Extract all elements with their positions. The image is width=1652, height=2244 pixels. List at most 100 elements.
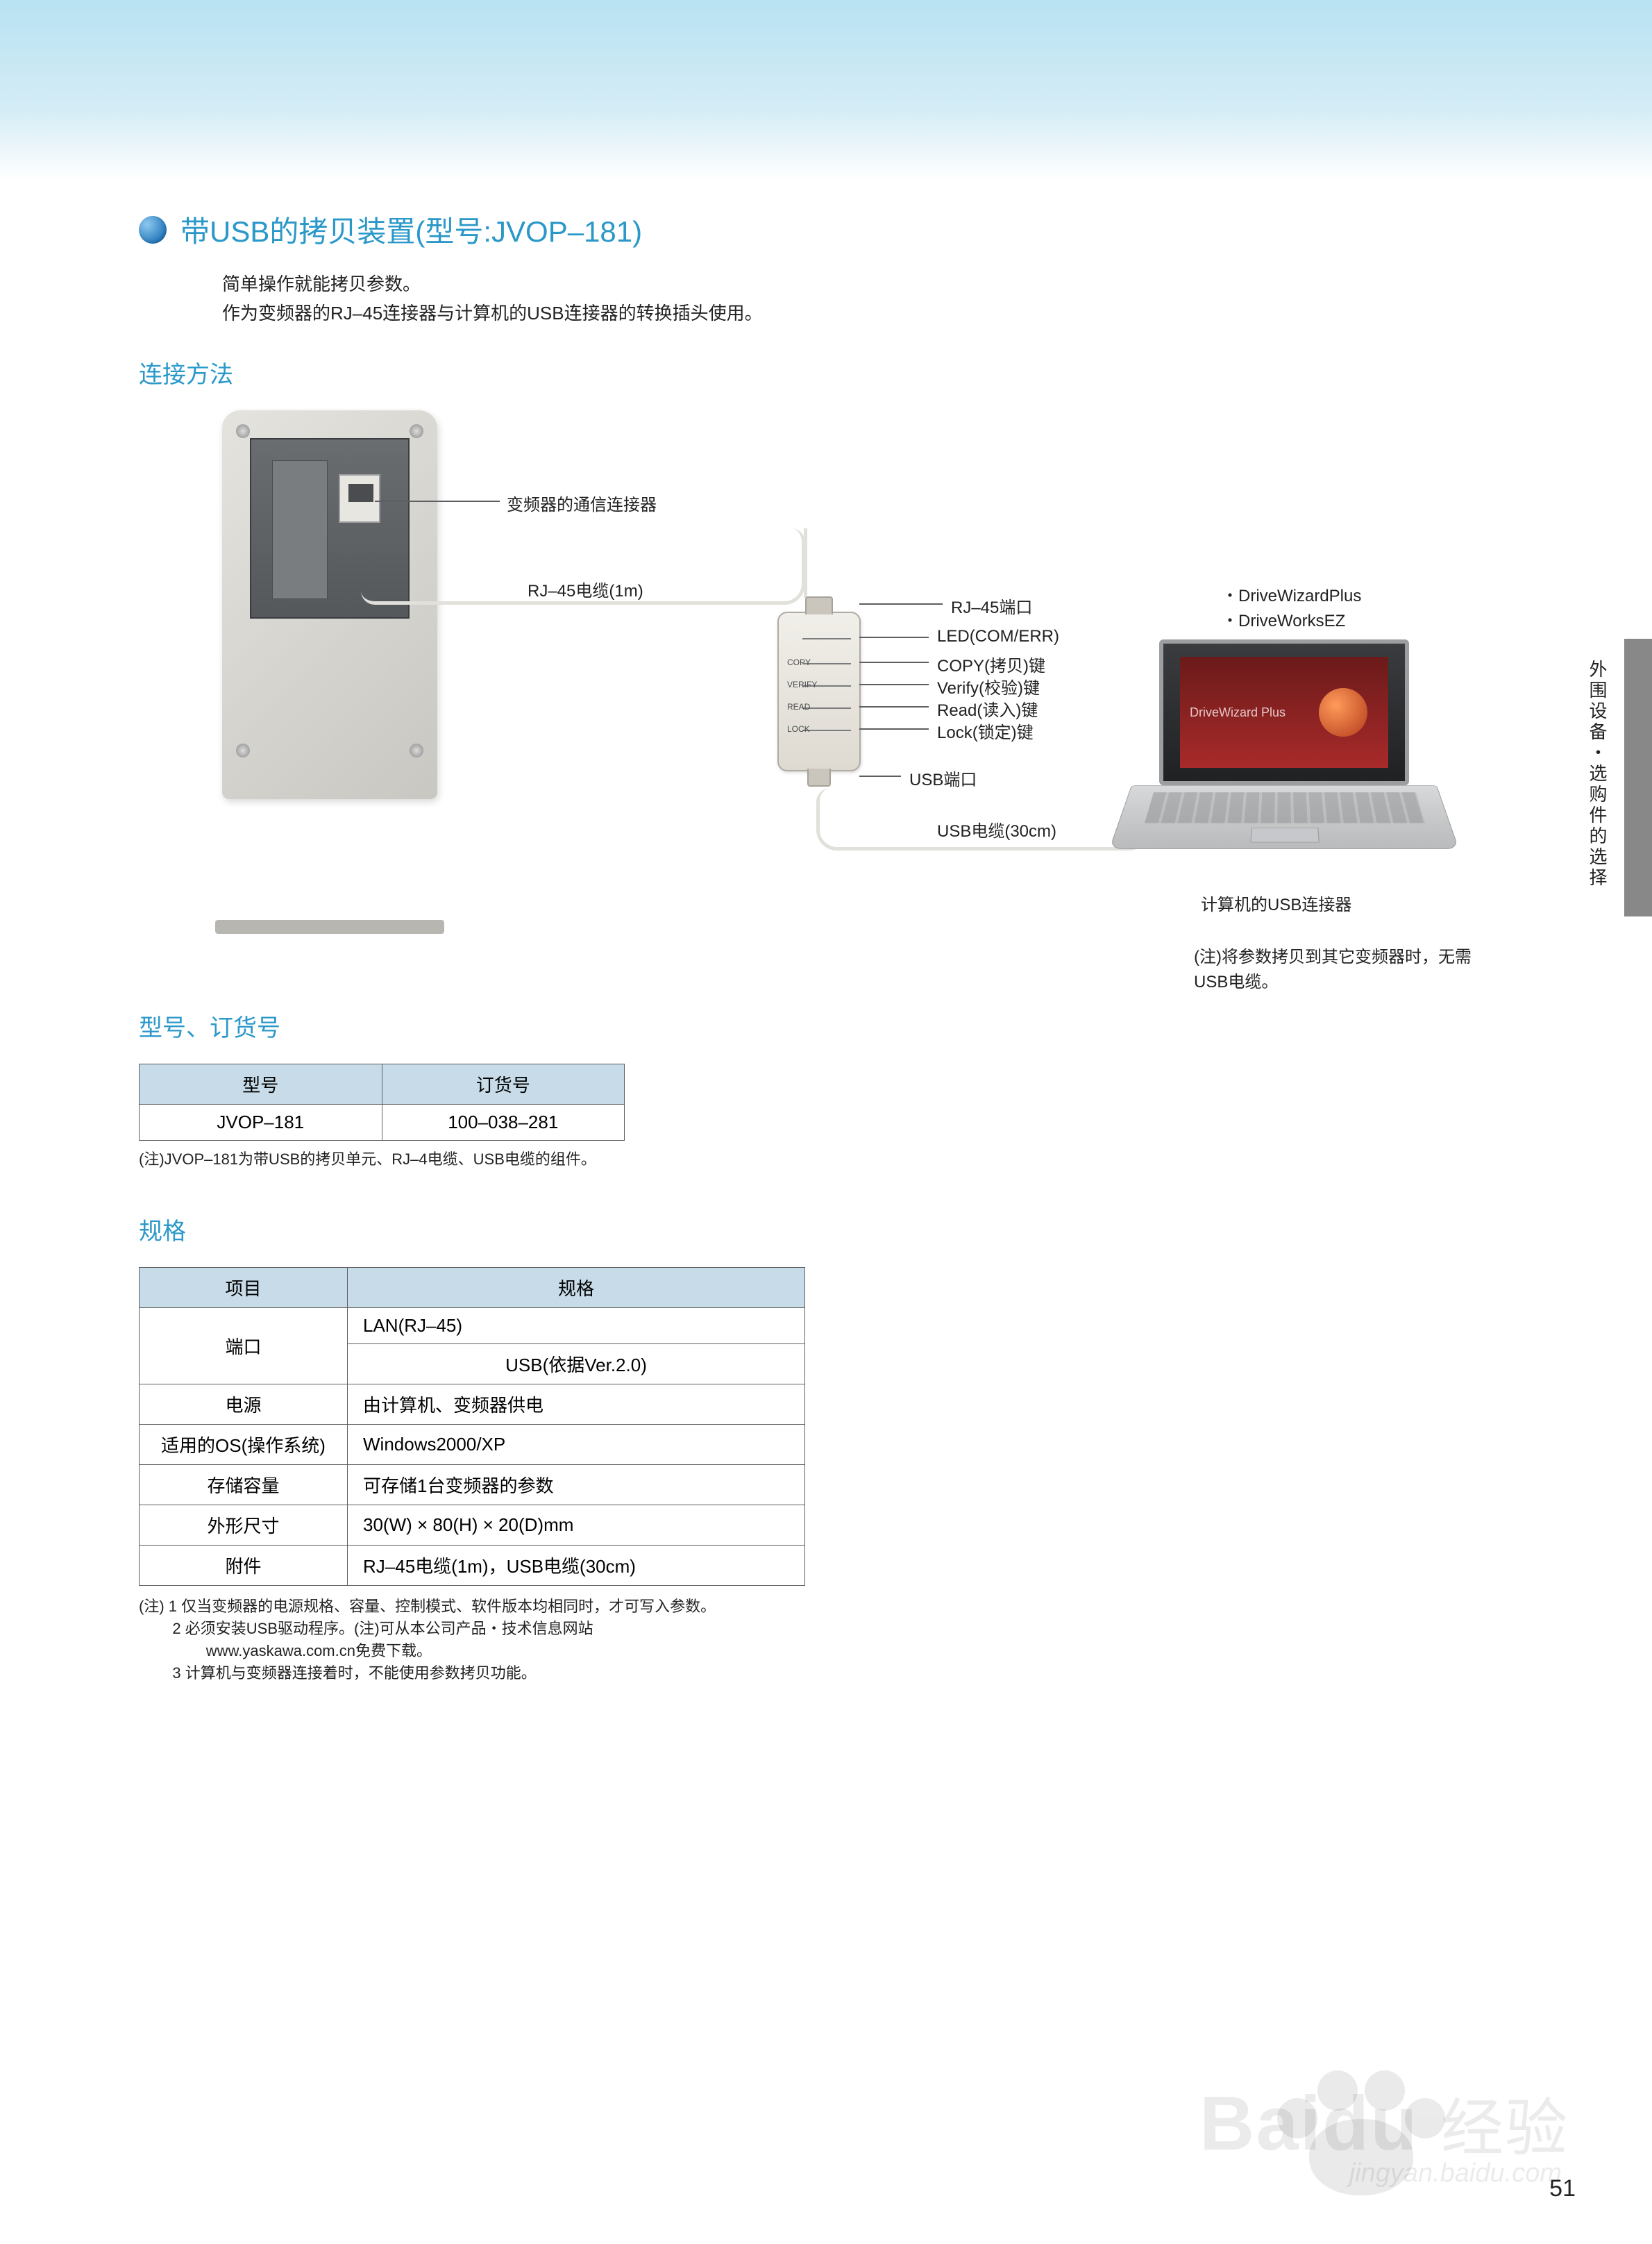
section-connection: 连接方法 <box>139 355 1513 390</box>
bullet-icon <box>139 216 167 244</box>
td-spec: 由计算机、变频器供电 <box>348 1384 805 1425</box>
td-item: 外形尺寸 <box>140 1505 348 1546</box>
td-item: 端口 <box>140 1308 348 1384</box>
label-copy: COPY(拷贝)键 <box>937 652 1045 676</box>
software-list: DriveWizardPlus DriveWorksEZ <box>1222 584 1361 634</box>
td-spec: 可存储1台变频器的参数 <box>348 1465 805 1505</box>
inverter-drive: H1000 <box>222 410 437 799</box>
section-model: 型号、订货号 <box>139 1009 1513 1043</box>
label-read: Read(读入)键 <box>937 696 1038 721</box>
th-order: 订货号 <box>382 1064 625 1105</box>
lead-line <box>859 603 943 605</box>
note-line: 3 计算机与变频器连接着时，不能使用参数拷贝功能。 <box>139 1662 1513 1684</box>
model-order-table: 型号 订货号 JVOP–181 100–038–281 <box>139 1064 625 1141</box>
side-tab-text: 外围设备・选购件的选择 <box>1585 660 1610 889</box>
keys <box>1145 792 1425 823</box>
laptop-keyboard <box>1109 785 1459 849</box>
note-right: (注)将参数拷贝到其它变频器时，无需USB电缆。 <box>1194 945 1472 995</box>
table-row: 端口 LAN(RJ–45) <box>140 1308 805 1344</box>
label-pc-usb: 计算机的USB连接器 <box>1201 891 1351 915</box>
td-item: 电源 <box>140 1384 348 1425</box>
table-row: 存储容量 可存储1台变频器的参数 <box>140 1465 805 1505</box>
lead-line <box>859 776 901 777</box>
cable-seg <box>804 528 807 598</box>
lead-line <box>859 662 929 663</box>
watermark-main: Baidu <box>1199 2081 1419 2166</box>
table-row: 电源 由计算机、变频器供电 <box>140 1384 805 1425</box>
screen-orb-icon <box>1319 688 1367 737</box>
adapter-rj45-jack <box>805 596 833 614</box>
lead-line <box>859 728 929 730</box>
screw-icon <box>236 424 250 438</box>
table-row: JVOP–181 100–038–281 <box>140 1105 625 1141</box>
adapter-btn-text: READ <box>787 702 810 712</box>
screw-icon <box>410 744 423 757</box>
td-model: JVOP–181 <box>140 1105 382 1141</box>
page-content: 带USB的拷贝装置(型号:JVOP–181) 简单操作就能拷贝参数。 作为变频器… <box>0 0 1652 1684</box>
adapter-btn-text: LOCK <box>787 724 810 734</box>
specs-table: 项目 规格 端口 LAN(RJ–45) USB(依据Ver.2.0) 电源 由计… <box>139 1267 805 1586</box>
watermark-sub: jingyan.baidu.com <box>1349 2159 1562 2188</box>
table-row: 适用的OS(操作系统) Windows2000/XP <box>140 1425 805 1465</box>
td-order: 100–038–281 <box>382 1105 625 1141</box>
label-usb-port: USB端口 <box>909 766 977 790</box>
note-line: (注) 1 仅当变频器的电源规格、容量、控制模式、软件版本均相同时，才可写入参数… <box>139 1596 1513 1618</box>
adapter-led <box>802 638 851 639</box>
td-item: 适用的OS(操作系统) <box>140 1425 348 1465</box>
drive-connector <box>339 474 380 523</box>
label-lock: Lock(锁定)键 <box>937 719 1034 743</box>
td-item: 存储容量 <box>140 1465 348 1505</box>
th-item: 项目 <box>140 1268 348 1308</box>
td-spec: USB(依据Ver.2.0) <box>348 1344 805 1384</box>
software-item: DriveWizardPlus <box>1222 584 1361 609</box>
watermark: Baidu 经验 <box>1199 2077 1569 2168</box>
lead-line <box>859 684 929 685</box>
software-item: DriveWorksEZ <box>1222 609 1361 634</box>
th-model: 型号 <box>140 1064 382 1105</box>
connection-diagram: H1000 变频器的通信连接器 RJ–45电缆(1m) COPY VE <box>139 410 1458 924</box>
trackpad <box>1250 828 1320 843</box>
note-line: www.yaskawa.com.cn免费下载。 <box>139 1640 1513 1662</box>
laptop-screen: DriveWizard Plus <box>1159 639 1409 785</box>
screw-icon <box>236 744 250 757</box>
title-row: 带USB的拷贝装置(型号:JVOP–181) <box>139 208 1513 251</box>
label-usb-cable: USB电缆(30cm) <box>937 817 1056 841</box>
th-spec: 规格 <box>348 1268 805 1308</box>
copy-adapter: COPY VERIFY READ LOCK <box>777 612 861 771</box>
adapter-usb-jack <box>807 769 831 787</box>
td-spec: 30(W) × 80(H) × 20(D)mm <box>348 1505 805 1546</box>
table-row: 附件 RJ–45电缆(1m)，USB电缆(30cm) <box>140 1546 805 1586</box>
td-spec: LAN(RJ–45) <box>348 1308 805 1344</box>
lead-line <box>859 706 929 707</box>
model-table-note: (注)JVOP–181为带USB的拷贝单元、RJ–4电缆、USB电缆的组件。 <box>139 1148 1513 1171</box>
watermark-suffix: 经验 <box>1441 2094 1569 2163</box>
lead-line <box>375 501 500 502</box>
side-tab <box>1624 639 1652 916</box>
page-title: 带USB的拷贝装置(型号:JVOP–181) <box>180 208 642 251</box>
adapter-btn-text: VERIFY <box>787 680 817 689</box>
drive-subpanel <box>272 460 328 599</box>
label-led: LED(COM/ERR) <box>937 627 1059 646</box>
page-number: 51 <box>1549 2175 1576 2202</box>
td-item: 附件 <box>140 1546 348 1586</box>
td-spec: Windows2000/XP <box>348 1425 805 1465</box>
intro-line: 作为变频器的RJ–45连接器与计算机的USB连接器的转换插头使用。 <box>222 299 1513 328</box>
label-verify: Verify(校验)键 <box>937 674 1040 698</box>
label-rj45-cable: RJ–45电缆(1m) <box>528 577 643 601</box>
intro-line: 简单操作就能拷贝参数。 <box>222 270 1513 299</box>
intro-text: 简单操作就能拷贝参数。 作为变频器的RJ–45连接器与计算机的USB连接器的转换… <box>222 270 1513 328</box>
screen-app: DriveWizard Plus <box>1180 657 1388 768</box>
label-inverter-connector: 变频器的通信连接器 <box>507 491 657 515</box>
drive-base <box>215 920 444 934</box>
laptop: DriveWizard Plus <box>1131 639 1437 869</box>
section-specs: 规格 <box>139 1212 1513 1246</box>
adapter-btn-text: COPY <box>787 658 811 667</box>
table-row: 外形尺寸 30(W) × 80(H) × 20(D)mm <box>140 1505 805 1546</box>
td-spec: RJ–45电缆(1m)，USB电缆(30cm) <box>348 1546 805 1586</box>
lead-line <box>859 637 929 638</box>
spec-notes: (注) 1 仅当变频器的电源规格、容量、控制模式、软件版本均相同时，才可写入参数… <box>139 1596 1513 1684</box>
screw-icon <box>410 424 423 438</box>
label-rj45-port: RJ–45端口 <box>951 594 1032 618</box>
screen-text: DriveWizard Plus <box>1190 705 1286 720</box>
note-line: 2 必须安装USB驱动程序。(注)可从本公司产品・技术信息网站 <box>139 1618 1513 1640</box>
